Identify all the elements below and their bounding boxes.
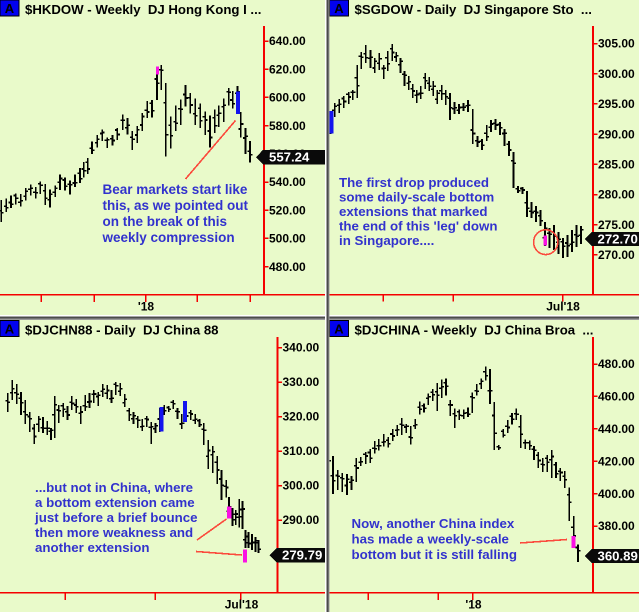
svg-text:Jul'18: Jul'18 bbox=[225, 598, 259, 612]
svg-text:$SGDOW - Daily DJ Singapore S: $SGDOW - Daily DJ Singapore Sto ... bbox=[355, 2, 592, 17]
svg-text:600.00: 600.00 bbox=[269, 91, 306, 105]
svg-text:then more weakness and: then more weakness and bbox=[35, 525, 193, 540]
svg-text:A: A bbox=[334, 322, 344, 337]
svg-text:460.00: 460.00 bbox=[598, 390, 635, 404]
svg-text:A: A bbox=[334, 1, 344, 16]
svg-text:620.00: 620.00 bbox=[269, 62, 306, 76]
svg-text:$DJCHINA - Weekly DJ China Br: $DJCHINA - Weekly DJ China Broa ... bbox=[355, 323, 594, 338]
svg-text:580.00: 580.00 bbox=[269, 119, 306, 133]
svg-text:Now, another China index: Now, another China index bbox=[352, 516, 515, 531]
svg-text:320.00: 320.00 bbox=[283, 410, 320, 424]
svg-text:285.00: 285.00 bbox=[598, 158, 635, 172]
svg-text:$DJCHN88 - Daily DJ China 88: $DJCHN88 - Daily DJ China 88 bbox=[25, 323, 219, 338]
svg-text:500.00: 500.00 bbox=[269, 232, 306, 246]
svg-text:extensions that marked: extensions that marked bbox=[339, 204, 488, 219]
svg-text:in Singapore....: in Singapore.... bbox=[339, 233, 434, 248]
svg-text:290.00: 290.00 bbox=[283, 513, 320, 527]
svg-text:The first drop produced: The first drop produced bbox=[339, 175, 489, 190]
svg-text:on the break of this: on the break of this bbox=[103, 214, 228, 229]
svg-text:295.00: 295.00 bbox=[598, 97, 635, 111]
svg-text:270.00: 270.00 bbox=[598, 248, 635, 262]
svg-text:A: A bbox=[5, 322, 15, 337]
svg-text:440.00: 440.00 bbox=[598, 422, 635, 436]
svg-text:290.00: 290.00 bbox=[598, 127, 635, 141]
svg-text:a bottom extension came: a bottom extension came bbox=[35, 495, 195, 510]
svg-text:400.00: 400.00 bbox=[598, 487, 635, 501]
svg-text:480.00: 480.00 bbox=[269, 260, 306, 274]
svg-text:272.70: 272.70 bbox=[598, 231, 638, 246]
svg-text:340.00: 340.00 bbox=[283, 341, 320, 355]
svg-text:480.00: 480.00 bbox=[598, 357, 635, 371]
svg-text:300.00: 300.00 bbox=[598, 67, 635, 81]
svg-text:just before a brief bounce: just before a brief bounce bbox=[34, 510, 198, 525]
svg-text:this, as we pointed out: this, as we pointed out bbox=[103, 198, 249, 213]
svg-text:has made a weekly-scale: has made a weekly-scale bbox=[352, 532, 509, 547]
svg-text:330.00: 330.00 bbox=[283, 375, 320, 389]
svg-text:279.79: 279.79 bbox=[282, 548, 322, 563]
svg-text:305.00: 305.00 bbox=[598, 37, 635, 51]
svg-text:300.00: 300.00 bbox=[283, 479, 320, 493]
svg-text:$HKDOW - Weekly DJ Hong Kong: $HKDOW - Weekly DJ Hong Kong I ... bbox=[25, 2, 261, 17]
svg-text:280.00: 280.00 bbox=[598, 188, 635, 202]
svg-text:360.89: 360.89 bbox=[598, 548, 638, 563]
svg-text:275.00: 275.00 bbox=[598, 218, 635, 232]
svg-text:the end of this 'leg' down: the end of this 'leg' down bbox=[339, 219, 498, 234]
svg-text:some daily-scale bottom: some daily-scale bottom bbox=[339, 190, 494, 205]
svg-text:A: A bbox=[5, 1, 15, 16]
svg-text:'18: '18 bbox=[138, 300, 155, 314]
svg-text:380.00: 380.00 bbox=[598, 519, 635, 533]
svg-text:Jul'18: Jul'18 bbox=[546, 300, 580, 314]
svg-text:540.00: 540.00 bbox=[269, 175, 306, 189]
svg-text:Bear markets start like: Bear markets start like bbox=[103, 182, 248, 197]
svg-text:420.00: 420.00 bbox=[598, 454, 635, 468]
svg-text:...but not in China, where: ...but not in China, where bbox=[35, 480, 193, 495]
svg-text:310.00: 310.00 bbox=[283, 444, 320, 458]
svg-text:bottom but it is still falling: bottom but it is still falling bbox=[352, 547, 517, 562]
svg-text:640.00: 640.00 bbox=[269, 34, 306, 48]
svg-text:weekly compression: weekly compression bbox=[102, 230, 235, 245]
svg-text:'18: '18 bbox=[465, 598, 482, 612]
svg-text:557.24: 557.24 bbox=[269, 150, 310, 165]
svg-text:520.00: 520.00 bbox=[269, 203, 306, 217]
svg-text:another extension: another extension bbox=[35, 540, 150, 555]
